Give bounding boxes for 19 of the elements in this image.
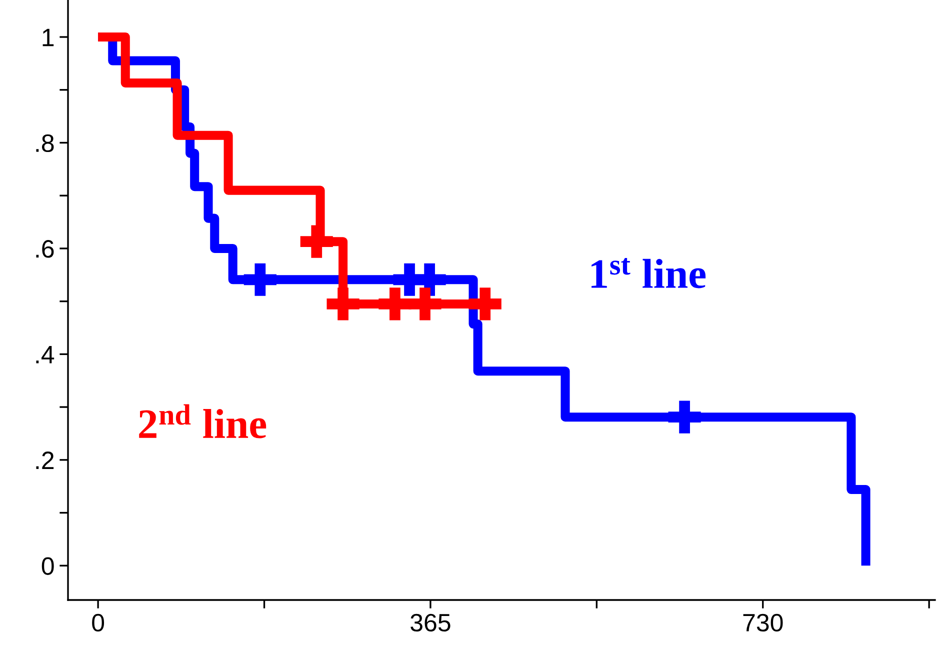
point <box>326 288 360 320</box>
y-tick-label: 1 <box>42 28 54 46</box>
point <box>300 225 333 258</box>
text: 2$^{nd}$ line <box>139 404 266 438</box>
point <box>408 288 442 320</box>
y-tick-label: .2 <box>36 452 54 469</box>
point <box>668 400 701 434</box>
point <box>244 263 276 296</box>
point <box>378 288 412 320</box>
point <box>413 263 446 296</box>
y-tick-label: .8 <box>36 134 54 152</box>
x-tick-label: 0 <box>92 614 104 632</box>
point <box>468 288 502 320</box>
y-tick-label: .4 <box>36 346 54 364</box>
x-tick-label: 365 <box>410 614 450 632</box>
x-tick-label: 730 <box>743 614 783 632</box>
y-tick-label: 0 <box>42 557 54 575</box>
y-tick-label: .6 <box>36 240 54 258</box>
text: 1$^{st}$ line <box>592 258 706 288</box>
